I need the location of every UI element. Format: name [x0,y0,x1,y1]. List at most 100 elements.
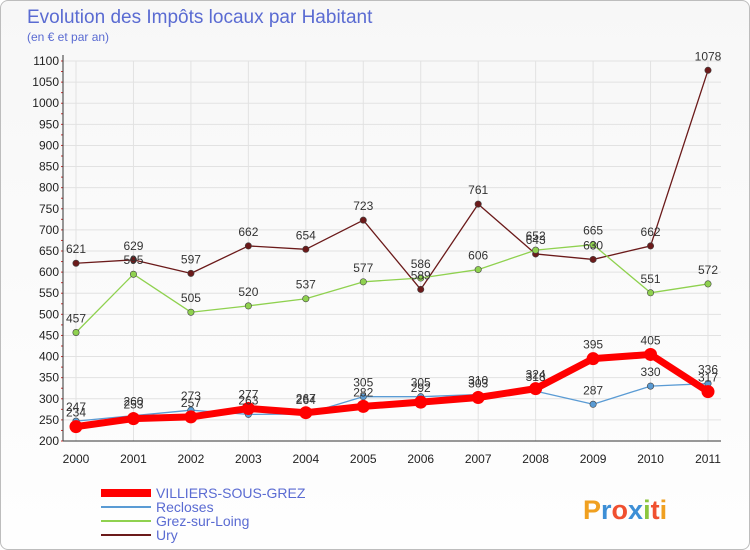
data-point [244,242,252,250]
y-tick-label: 250 [39,413,59,427]
y-tick-label: 400 [39,350,59,364]
x-tick-label: 2005 [350,452,377,466]
data-point [417,285,425,293]
x-tick-label: 2006 [407,452,434,466]
data-label: 273 [181,389,201,403]
data-label: 505 [181,291,201,305]
data-label: 629 [123,239,143,253]
data-point [647,242,655,250]
x-tick-label: 2010 [637,452,664,466]
x-tick-label: 2007 [465,452,492,466]
data-label: 551 [641,272,661,286]
y-tick-label: 300 [39,392,59,406]
data-label: 336 [698,363,718,377]
chart-title: Evolution des Impôts locaux par Habitant [27,7,373,28]
data-point [589,255,597,263]
data-label: 586 [411,257,431,271]
data-point [129,256,137,264]
data-label: 652 [526,229,546,243]
data-label: 606 [468,249,488,263]
data-point [474,200,482,208]
y-tick-label: 800 [39,181,59,195]
data-label: 395 [583,338,603,352]
svg-text:Proxiti: Proxiti [583,495,667,525]
data-point [241,401,255,415]
data-label: 643 [526,233,546,247]
data-label: 263 [238,393,258,407]
data-label: 621 [66,242,86,256]
data-point [704,66,712,74]
x-tick-label: 2008 [522,452,549,466]
data-point [302,295,310,303]
data-label: 662 [641,225,661,239]
chart-subtitle: (en € et par an) [27,30,109,44]
x-tick-label: 2009 [580,452,607,466]
data-point [187,308,195,316]
y-tick-label: 950 [39,117,59,131]
data-point [474,266,482,274]
data-point [471,391,485,405]
y-tick-label: 650 [39,244,59,258]
data-point [704,280,712,288]
x-tick-label: 2001 [120,452,147,466]
series-line-Recloses [75,382,709,422]
data-label: 654 [296,228,316,242]
data-point [644,347,658,361]
data-point [359,216,367,224]
data-point [529,382,543,396]
proxiti-logo: Proxiti [583,495,667,525]
data-point [302,245,310,253]
series-line-Grez-sur-Loing [75,244,709,333]
series-line-Ury [75,70,709,291]
x-tick-label: 2000 [63,452,90,466]
legend-label: VILLIERS-SOUS-GREZ [156,485,306,501]
data-label: 761 [468,183,488,197]
data-label: 324 [526,368,546,382]
data-label: 572 [698,263,718,277]
data-label: 267 [296,392,316,406]
y-tick-label: 1000 [32,96,59,110]
data-label: 537 [296,278,316,292]
y-tick-label: 1100 [33,54,59,68]
data-label: 318 [526,370,546,384]
data-point [356,399,370,413]
data-label: 597 [181,252,201,266]
data-label: 305 [353,376,373,390]
y-tick-label: 200 [39,434,59,448]
data-label: 1078 [695,49,722,63]
data-label: 317 [698,371,718,385]
data-label: 264 [296,393,316,407]
legend-label: Recloses [156,499,214,515]
y-tick-label: 850 [39,160,59,174]
data-point [589,241,597,249]
data-label: 260 [123,395,143,409]
data-label: 665 [583,224,603,238]
data-label: 630 [583,238,603,252]
data-point [184,410,198,424]
data-point [244,302,252,310]
data-label: 723 [353,199,373,213]
y-tick-label: 700 [39,223,59,237]
data-point [532,246,540,254]
y-tick-label: 550 [39,286,59,300]
data-label: 282 [353,385,373,399]
legend-label: Ury [156,527,178,543]
data-point [589,400,597,408]
data-point [414,395,428,409]
y-tick-label: 900 [39,138,59,152]
data-label: 257 [181,396,201,410]
data-label: 305 [411,376,431,390]
data-label: 247 [66,400,86,414]
data-label: 303 [468,377,488,391]
data-label: 595 [123,253,143,267]
y-tick-label: 750 [39,202,59,216]
data-point [72,328,80,336]
data-point [359,393,367,401]
x-tick-label: 2003 [235,452,262,466]
data-label: 457 [66,311,86,325]
y-tick-label: 500 [39,307,59,321]
data-point [72,259,80,267]
y-tick-label: 350 [39,371,59,385]
